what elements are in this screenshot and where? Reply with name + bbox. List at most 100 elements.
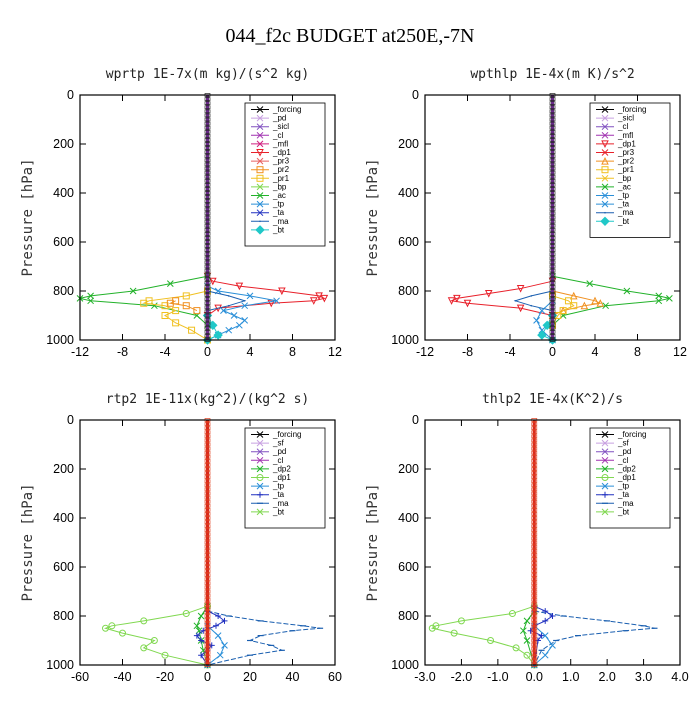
y-tick-label: 1000 (46, 658, 74, 672)
y-tick-label: 400 (53, 186, 74, 200)
legend: _forcing_sf_pd_cl_dp2_dp1_tp_ta_ma_bt (589, 427, 671, 529)
zero-profile-marker (549, 309, 556, 314)
zero-profile-marker (204, 516, 211, 520)
data-point (193, 632, 200, 639)
legend-marker (256, 106, 264, 113)
zero-profile-marker (549, 317, 556, 322)
zero-profile-marker (204, 309, 211, 314)
data-point (235, 282, 244, 291)
data-point (172, 307, 180, 315)
zero-profile-marker (549, 154, 556, 159)
x-tick-label: 12 (673, 345, 687, 359)
zero-profile-marker (531, 593, 538, 598)
zero-profile-marker (549, 133, 556, 138)
x-tick-label: -3.0 (414, 670, 436, 684)
x-tick-label: -8 (117, 345, 128, 359)
zero-profile-marker (531, 499, 538, 504)
data-point (655, 292, 663, 300)
zero-profile-marker (549, 223, 556, 228)
zero-profile-marker (549, 146, 556, 150)
legend-marker (601, 474, 609, 481)
zero-profile-marker (204, 634, 211, 639)
zero-profile-marker (204, 650, 211, 655)
zero-profile-marker (549, 285, 556, 289)
zero-profile-marker (204, 463, 211, 467)
zero-profile-marker (531, 450, 538, 455)
legend-label: _pr1 (617, 165, 635, 174)
data-point (520, 627, 527, 635)
zero-profile-marker (204, 158, 211, 163)
zero-profile-marker (549, 187, 556, 191)
data-point (570, 302, 578, 310)
plot-frame (79, 94, 336, 341)
x-tick-label: -1.0 (487, 670, 509, 684)
y-tick-label: 1000 (391, 333, 419, 347)
data-point (569, 291, 578, 300)
zero-profile-marker (531, 561, 538, 565)
zero-profile-marker (204, 458, 211, 463)
data-point (161, 302, 169, 310)
legend-marker (256, 465, 264, 473)
zero-profile-marker (204, 491, 211, 496)
zero-profile-marker (204, 272, 211, 277)
zero-profile-marker (204, 170, 211, 175)
legend-label: _bt (617, 217, 630, 226)
zero-profile-marker (531, 565, 538, 569)
zero-profile-marker (204, 154, 211, 159)
data-point (193, 307, 201, 315)
zero-profile-marker (549, 325, 556, 330)
zero-profile-marker (204, 430, 211, 435)
zero-profile-marker (204, 450, 211, 455)
series-line-dp1 (431, 605, 535, 666)
zero-profile-marker (531, 581, 538, 586)
zero-profile-marker (549, 174, 556, 179)
zero-profile-marker (204, 642, 211, 647)
zero-profile-marker (549, 334, 556, 338)
zero-profile-marker (204, 227, 211, 232)
data-point (484, 289, 493, 298)
zero-profile-marker (204, 297, 211, 302)
x-tick-label: 40 (286, 670, 300, 684)
data-point (216, 651, 224, 659)
zero-profile-marker (549, 158, 556, 163)
legend-marker (601, 140, 609, 149)
legend-marker (256, 508, 264, 516)
x-tick-label: 0 (204, 345, 211, 359)
zero-profile-marker (204, 483, 211, 488)
data-point (209, 277, 217, 286)
zero-profile-marker (204, 495, 211, 500)
x-tick-label: 4.0 (671, 670, 688, 684)
data-point (542, 617, 549, 624)
data-point (530, 295, 533, 297)
data-point (549, 642, 556, 649)
legend-label: _pr1 (272, 174, 290, 183)
data-point (591, 296, 599, 305)
legend-marker (601, 200, 609, 208)
data-point (447, 297, 456, 305)
legend-label: _ta (272, 208, 285, 217)
x-tick-label: 12 (328, 345, 342, 359)
zero-profile-marker (204, 544, 211, 549)
y-axis-label: Pressure [hPa] (365, 158, 381, 276)
data-point (309, 297, 318, 305)
zero-profile-marker (531, 434, 538, 439)
data-point (198, 637, 205, 644)
zero-profile-marker (204, 442, 211, 447)
x-tick-label: 60 (328, 670, 342, 684)
zero-profile-marker (531, 438, 538, 443)
legend-label: _pr2 (617, 157, 635, 166)
legend-label: _dp1 (617, 473, 636, 482)
zero-profile-marker (531, 597, 538, 602)
zero-profile-marker (204, 434, 211, 439)
data-point (220, 307, 227, 314)
legend-label: _pr3 (617, 148, 635, 157)
zero-profile-marker (204, 215, 211, 220)
data-point (166, 280, 174, 288)
zero-profile-marker (204, 520, 211, 524)
data-point (278, 287, 286, 296)
zero-profile-marker (204, 605, 211, 610)
legend: _forcing_sicl_cl_mfl_dp1_pr3_pr2_pr1_bp_… (589, 102, 671, 238)
zero-profile-marker (204, 659, 211, 663)
zero-profile-marker (204, 589, 211, 594)
data-point (87, 292, 94, 300)
